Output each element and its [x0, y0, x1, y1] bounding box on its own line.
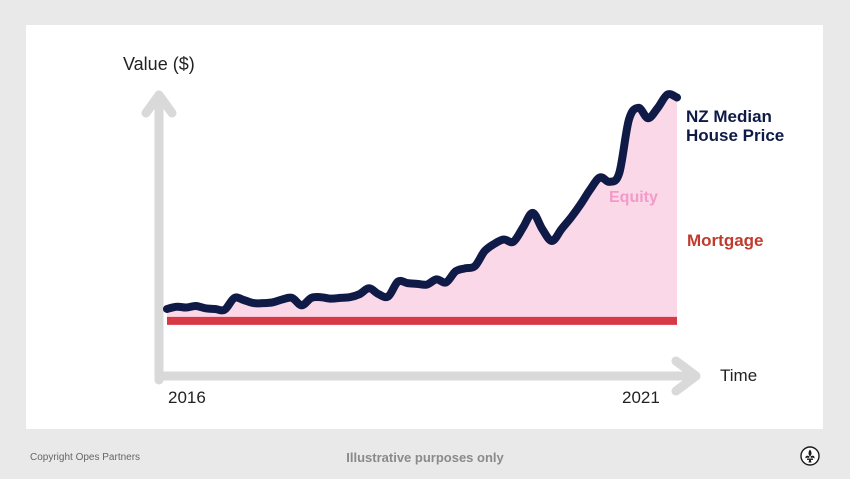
copyright-text: Copyright Opes Partners — [30, 452, 141, 463]
series-label-mortgage: Mortgage — [687, 231, 764, 250]
house-price-line — [163, 90, 681, 315]
disclaimer-text: Illustrative purposes only — [346, 450, 504, 465]
chart-card: Value ($) Time 2016 2021 NZ Median House… — [26, 25, 823, 429]
y-axis-label: Value ($) — [123, 54, 195, 74]
series-label-house-price: NZ Median House Price — [686, 107, 784, 145]
x-tick-label-end: 2021 — [622, 388, 660, 407]
x-axis-arrowhead — [671, 356, 701, 396]
fleur-de-lis-icon — [800, 446, 820, 466]
equity-label: Equity — [609, 189, 658, 206]
axes — [141, 90, 701, 396]
y-axis-arrowhead — [141, 90, 177, 118]
x-axis-label: Time — [720, 366, 757, 385]
equity-area — [167, 94, 677, 321]
chart: Value ($) Time 2016 2021 NZ Median House… — [123, 54, 784, 407]
x-tick-label-start: 2016 — [168, 388, 206, 407]
